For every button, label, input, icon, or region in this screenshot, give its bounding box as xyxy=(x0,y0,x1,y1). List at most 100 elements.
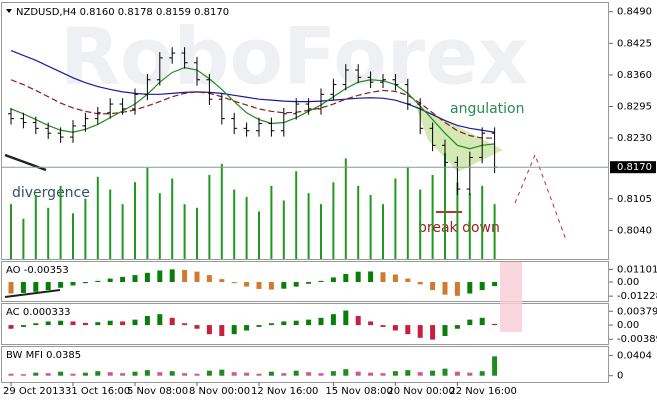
histogram-bar xyxy=(132,319,138,326)
histogram-bar xyxy=(120,321,126,326)
histogram-bar xyxy=(206,275,212,283)
histogram-bar xyxy=(343,310,349,326)
histogram-bar xyxy=(70,321,76,326)
histogram-bar xyxy=(8,325,14,329)
histogram-bar xyxy=(70,373,76,376)
histogram-bar xyxy=(306,319,312,326)
histogram-bar xyxy=(144,316,150,326)
histogram-bar xyxy=(107,320,113,326)
histogram-bar xyxy=(479,317,485,326)
histogram-bar xyxy=(58,282,64,288)
y-tick-label: 0.8105 xyxy=(617,194,652,205)
histogram-bar xyxy=(281,282,287,289)
histogram-bar xyxy=(20,325,26,327)
histogram-bar xyxy=(169,317,175,326)
histogram-bar xyxy=(417,282,423,285)
histogram-bar xyxy=(206,325,212,335)
histogram-bar xyxy=(244,325,250,331)
histogram-bar xyxy=(206,370,212,376)
histogram-bar xyxy=(343,369,349,376)
histogram-bar xyxy=(467,372,473,376)
histogram-bar xyxy=(318,317,324,326)
indicator-title: AO -0.00353 xyxy=(6,265,69,276)
x-tick-label: 22 Nov 16:00 xyxy=(449,386,516,397)
histogram-bar xyxy=(144,272,150,283)
histogram-bar xyxy=(467,319,473,326)
histogram-bar xyxy=(330,277,336,283)
histogram-bar xyxy=(268,371,274,376)
histogram-bar xyxy=(442,368,448,376)
x-tick-label: 20 Nov 00:00 xyxy=(387,386,454,397)
x-tick-label: 31 Oct 16:00 xyxy=(65,386,130,397)
chart-title: NZDUSD,H4 0.8160 0.8178 0.8159 0.8170 xyxy=(16,7,229,18)
y-tick-label: 0.01101 xyxy=(617,264,657,275)
histogram-bar xyxy=(219,369,225,376)
y-tick-label: 0.8230 xyxy=(617,133,652,144)
histogram-bar xyxy=(194,325,200,329)
histogram-bar xyxy=(392,371,398,376)
histogram-bar xyxy=(95,280,101,283)
y-tick-label: 0.8490 xyxy=(617,7,652,18)
histogram-bar xyxy=(380,272,386,283)
collapse-icon[interactable] xyxy=(6,9,12,13)
histogram-bar xyxy=(405,325,411,335)
y-tick-label: 0.8425 xyxy=(617,38,652,49)
histogram-bar xyxy=(330,314,336,326)
histogram-bar xyxy=(256,325,262,327)
histogram-bar xyxy=(256,282,262,289)
histogram-bar xyxy=(219,325,225,336)
histogram-bar xyxy=(107,372,113,376)
histogram-bar xyxy=(182,269,188,283)
annotation: break down xyxy=(418,220,500,236)
histogram-bar xyxy=(157,314,163,326)
histogram-bar xyxy=(120,276,126,283)
histogram-bar xyxy=(33,282,39,292)
histogram-bar xyxy=(231,282,237,284)
histogram-bar xyxy=(417,325,423,338)
histogram-bar xyxy=(405,370,411,376)
histogram-bar xyxy=(380,325,386,327)
histogram-bar xyxy=(132,371,138,376)
histogram-bar xyxy=(368,321,374,326)
y-tick-label: 0.00 xyxy=(617,320,639,331)
histogram-bar xyxy=(20,374,26,376)
histogram-bar xyxy=(442,282,448,295)
price-label: 0.8170 xyxy=(617,162,652,173)
histogram-bar xyxy=(306,372,312,376)
histogram-bar xyxy=(318,280,324,283)
histogram-bar xyxy=(330,371,336,376)
histogram-bar xyxy=(430,325,436,340)
histogram-bar xyxy=(392,325,398,331)
histogram-bar xyxy=(380,373,386,376)
histogram-bar xyxy=(454,282,460,296)
histogram-bar xyxy=(430,282,436,291)
histogram-bar xyxy=(355,271,361,283)
x-tick-label: 5 Nov 08:00 xyxy=(127,386,188,397)
histogram-bar xyxy=(58,371,64,376)
angulation-zone xyxy=(415,104,503,172)
histogram-bar xyxy=(479,282,485,291)
histogram-bar xyxy=(343,273,349,283)
x-tick-label: 8 Nov 00:00 xyxy=(189,386,250,397)
histogram-bar xyxy=(244,372,250,376)
histogram-bar xyxy=(182,323,188,326)
histogram-bar xyxy=(479,371,485,376)
histogram-bar xyxy=(268,323,274,326)
histogram-bar xyxy=(492,282,498,287)
histogram-bar xyxy=(454,325,460,329)
histogram-bar xyxy=(417,372,423,376)
y-tick-label: -0.01228 xyxy=(617,291,657,302)
histogram-bar xyxy=(244,282,250,287)
histogram-bar xyxy=(467,282,473,294)
price-label-bg xyxy=(610,161,656,174)
histogram-bar xyxy=(293,320,299,326)
histogram-bar xyxy=(82,322,88,326)
histogram-bar xyxy=(392,274,398,283)
histogram-bar xyxy=(70,282,76,286)
histogram-bar xyxy=(492,323,498,326)
histogram-bar xyxy=(157,372,163,376)
histogram-bar xyxy=(8,373,14,376)
histogram-bar xyxy=(132,275,138,283)
